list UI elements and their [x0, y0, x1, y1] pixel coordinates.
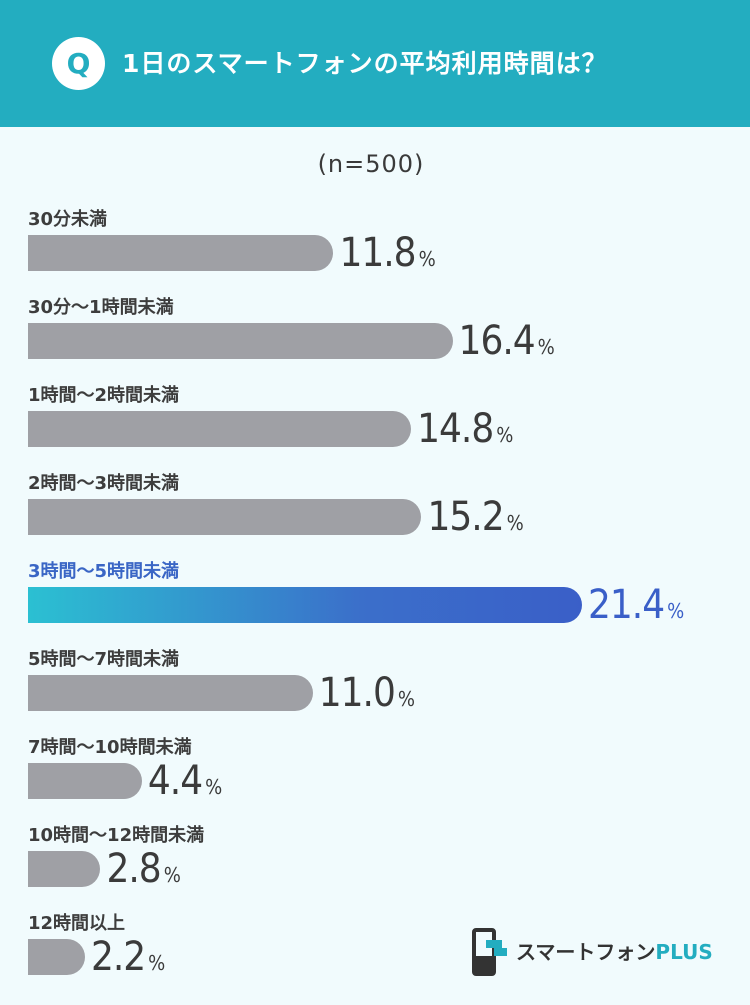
bar: [28, 323, 453, 359]
value-unit: %: [163, 863, 181, 887]
value-label: 21.4%: [588, 583, 684, 627]
value-number: 11.0: [318, 670, 396, 716]
bar: [28, 851, 101, 887]
value-label: 2.8%: [106, 847, 180, 891]
value-unit: %: [397, 687, 415, 711]
bar: [28, 411, 412, 447]
bar: [28, 939, 85, 975]
brand-logo: スマートフォンPLUS: [472, 928, 722, 976]
value-label: 4.4%: [148, 759, 222, 803]
logo-text-accent: PLUS: [655, 940, 713, 964]
category-label: 12時間以上: [28, 913, 126, 934]
value-number: 14.8: [417, 406, 494, 452]
category-label: 7時間〜10時間未満: [28, 737, 192, 758]
value-label: 14.8%: [417, 407, 513, 451]
value-number: 16.4: [458, 318, 536, 364]
value-number: 2.8: [106, 846, 161, 892]
value-unit: %: [496, 423, 514, 447]
category-label: 1時間〜2時間未満: [28, 385, 180, 406]
bar: [28, 499, 422, 535]
category-label: 30分未満: [28, 209, 108, 230]
value-unit: %: [667, 599, 685, 623]
chart-title: 1日のスマートフォンの平均利用時間は？: [122, 49, 608, 78]
header-banner: Q 1日のスマートフォンの平均利用時間は？: [0, 0, 750, 127]
value-unit: %: [418, 247, 436, 271]
sample-size-note: (n=500): [317, 150, 425, 178]
value-number: 15.2: [427, 494, 504, 540]
value-label: 16.4%: [459, 319, 555, 363]
category-label: 5時間〜7時間未満: [28, 649, 180, 670]
value-label: 2.2%: [91, 935, 165, 979]
value-number: 21.4: [588, 582, 665, 628]
value-unit: %: [506, 511, 524, 535]
category-label: 10時間〜12時間未満: [28, 825, 205, 846]
value-number: 4.4: [147, 758, 203, 804]
bar: [28, 675, 313, 711]
logo-mark-icon: [472, 928, 507, 976]
value-label: 11.0%: [319, 671, 415, 715]
category-label: 3時間〜5時間未満: [28, 561, 180, 582]
value-label: 15.2%: [427, 495, 523, 539]
category-label: 30分〜1時間未満: [28, 297, 174, 318]
value-number: 2.2: [90, 934, 146, 980]
value-unit: %: [148, 951, 166, 975]
logo-text-main: スマートフォン: [516, 940, 656, 964]
question-badge: Q: [52, 37, 105, 90]
logo-text: スマートフォンPLUS: [516, 936, 713, 965]
value-unit: %: [205, 775, 223, 799]
value-label: 11.8%: [339, 231, 435, 275]
bar: [28, 587, 582, 623]
value-number: 11.8: [339, 230, 416, 276]
value-unit: %: [537, 335, 555, 359]
bar: [28, 763, 142, 799]
bar: [28, 235, 334, 271]
category-label: 2時間〜3時間未満: [28, 473, 180, 494]
